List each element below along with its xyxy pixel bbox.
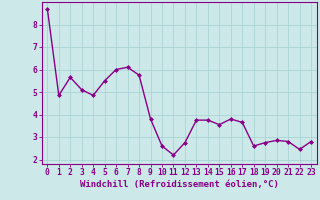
X-axis label: Windchill (Refroidissement éolien,°C): Windchill (Refroidissement éolien,°C) [80,180,279,189]
